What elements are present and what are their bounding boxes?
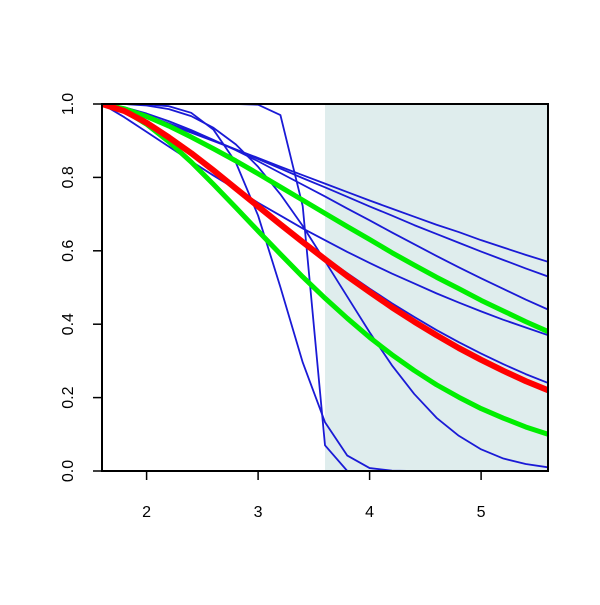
axes: 2 3 4 5 0.0 0.2 0.4 0.6 0.8 1.0: [60, 93, 549, 521]
series-line: [102, 104, 548, 311]
y-tick-label: 0.4: [60, 313, 77, 335]
x-tick-label: 3: [254, 504, 263, 521]
plot-frame: [101, 103, 549, 472]
y-tick-label: 0.0: [60, 460, 77, 482]
y-tick-label: 0.2: [60, 386, 77, 408]
series-line: [102, 104, 548, 278]
series-line: [102, 104, 548, 471]
series-line: [102, 104, 548, 335]
y-tick-label: 0.8: [60, 166, 77, 188]
series-line: [102, 104, 548, 471]
plot-lines: [102, 104, 548, 471]
y-tick-label: 0.6: [60, 240, 77, 262]
y-tick-label: 1.0: [60, 93, 77, 115]
x-tick-label: 4: [365, 504, 374, 521]
x-tick-label: 2: [142, 504, 151, 521]
series-line: [102, 104, 548, 437]
series-line: [102, 104, 548, 394]
x-tick-label: 5: [477, 504, 486, 521]
